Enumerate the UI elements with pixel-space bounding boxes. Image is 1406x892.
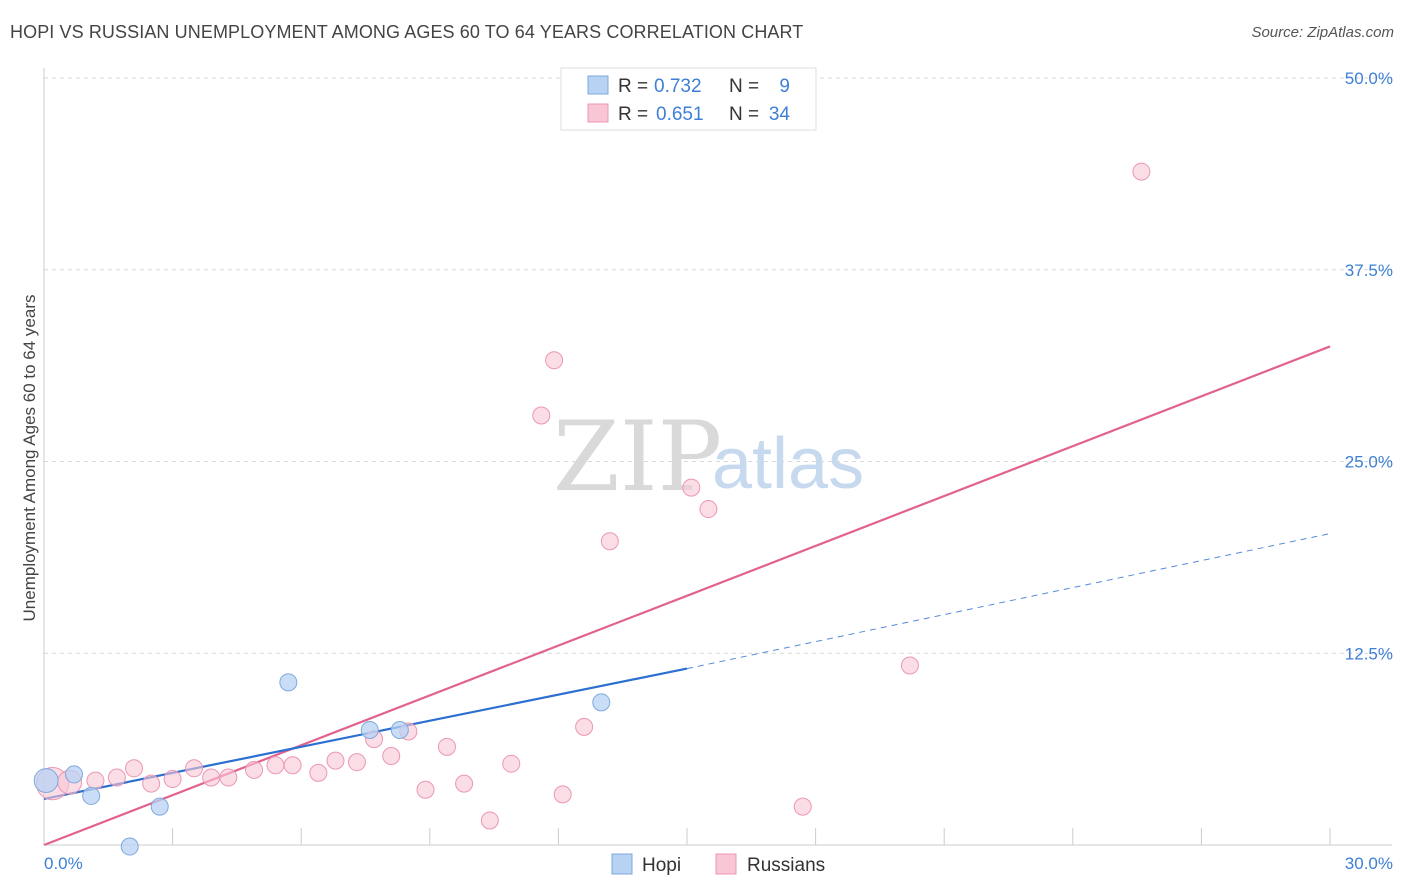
russians-point-28 — [600, 532, 619, 551]
bottom-legend-hopi-swatch — [611, 853, 633, 875]
legend-hopi-n-value: 9 — [779, 76, 790, 97]
legend-russian-n-label: N = — [729, 104, 764, 125]
russians-point-27 — [575, 717, 594, 736]
hopi-trend-line-extended — [686, 533, 1331, 670]
y-tick-labels: 12.5% 25.0% 37.5% 50.0% — [1345, 69, 1393, 663]
russians-point-19 — [416, 780, 435, 799]
chart-title: HOPI VS RUSSIAN UNEMPLOYMENT AMONG AGES … — [10, 22, 804, 42]
russians-point-7 — [185, 759, 204, 778]
hopi-point-3 — [150, 797, 169, 816]
legend-hopi-r-label: R = — [618, 76, 653, 97]
axes — [43, 68, 1392, 846]
hopi-point-4 — [120, 837, 139, 856]
hopi-point-5 — [279, 673, 298, 692]
russians-point-2 — [86, 771, 105, 790]
hopi-point-6 — [360, 720, 379, 739]
russians-point-33 — [1132, 162, 1151, 181]
hopi-point-1 — [65, 765, 84, 784]
hopi-point-2 — [82, 786, 101, 805]
y-tick-label-3: 50.0% — [1345, 69, 1393, 88]
russians-point-20 — [437, 737, 456, 756]
legend-russian-r-label: R = — [618, 104, 653, 125]
russians-point-9 — [219, 768, 238, 787]
watermark-zip: ZIP — [553, 401, 722, 513]
russians-point-25 — [545, 351, 564, 370]
legend-russian-swatch — [587, 103, 609, 123]
russians-point-17 — [382, 747, 401, 766]
russians-point-8 — [202, 768, 221, 787]
watermark-atlas: atlas — [712, 424, 864, 504]
russians-point-10 — [245, 760, 264, 779]
russians-point-30 — [699, 500, 718, 519]
russians-point-5 — [142, 774, 161, 793]
y-tick-label-0: 12.5% — [1345, 644, 1393, 663]
correlation-legend: R = 0.732 N = 9 R = 0.651 N = 34 — [560, 67, 817, 131]
russians-point-11 — [266, 756, 285, 775]
source-credit: Source: ZipAtlas.com — [1251, 24, 1394, 41]
y-axis-label: Unemployment Among Ages 60 to 64 years — [20, 295, 39, 622]
russians-point-23 — [502, 754, 521, 773]
hopi-point-7 — [390, 720, 409, 739]
legend-russian-n-value: 34 — [769, 104, 791, 125]
russians-point-14 — [326, 751, 345, 770]
russians-point-4 — [125, 759, 144, 778]
data-points — [33, 162, 1151, 856]
russians-point-26 — [553, 785, 572, 804]
russians-trend-line — [43, 345, 1331, 847]
hopi-point-8 — [592, 693, 611, 712]
legend-hopi-n-label: N = — [729, 76, 764, 97]
legend-hopi-swatch — [587, 75, 609, 95]
grid-lines — [44, 77, 1392, 654]
series-legend: Hopi Russians — [611, 853, 825, 876]
russians-point-32 — [900, 656, 919, 675]
x-tick-label-max: 30.0% — [1345, 854, 1393, 873]
russians-point-13 — [309, 763, 328, 782]
y-tick-label-1: 25.0% — [1345, 453, 1393, 472]
russians-point-6 — [163, 770, 182, 789]
x-tick-label-min: 0.0% — [44, 854, 83, 873]
russians-point-22 — [480, 811, 499, 830]
legend-hopi-r-value: 0.732 — [654, 76, 702, 97]
russians-point-24 — [532, 406, 551, 425]
russians-point-3 — [107, 768, 126, 787]
bottom-legend-hopi-label: Hopi — [642, 855, 681, 876]
russians-point-21 — [455, 774, 474, 793]
legend-russian-r-value: 0.651 — [656, 104, 704, 125]
russians-point-29 — [682, 478, 701, 497]
bottom-legend-russian-label: Russians — [747, 855, 825, 876]
bottom-legend-russian-swatch — [715, 853, 737, 875]
russians-point-12 — [283, 756, 302, 775]
y-tick-label-2: 37.5% — [1345, 261, 1393, 280]
hopi-point-0 — [33, 768, 59, 793]
russians-point-15 — [347, 753, 366, 772]
russians-point-31 — [793, 797, 812, 816]
watermark: ZIP atlas — [553, 401, 864, 513]
